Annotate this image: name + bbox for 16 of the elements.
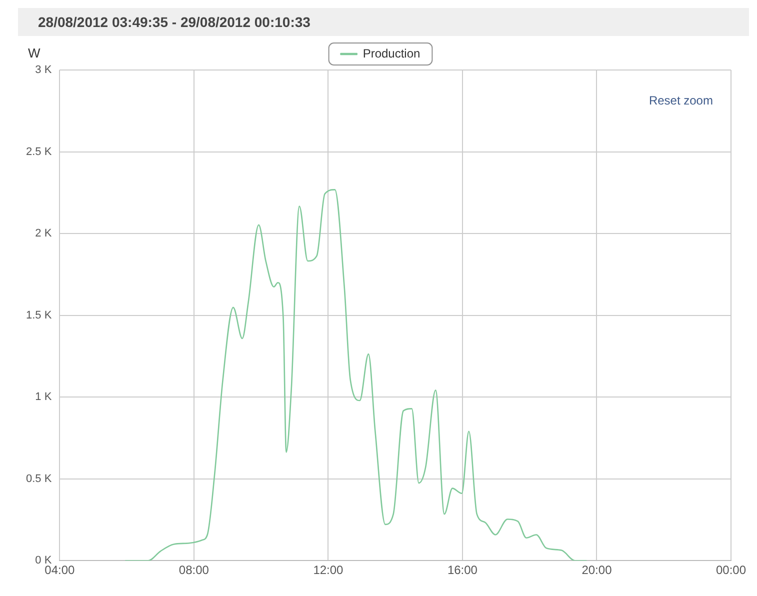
x-tick-label: 20:00 <box>582 563 612 578</box>
y-tick-label: 1 K <box>35 391 52 404</box>
x-tick-label: 08:00 <box>178 563 210 578</box>
x-tick-label: 16:00 <box>447 563 478 578</box>
line-series <box>124 189 588 561</box>
x-tick-label: 00:00 <box>716 563 746 578</box>
y-tick-label: 2.5 K <box>26 146 52 158</box>
x-tick-label: 12:00 <box>313 563 344 578</box>
y-tick-label: 1.5 K <box>26 309 52 322</box>
y-tick-label: 3 K <box>35 64 52 76</box>
chart-title: 28/08/2012 03:49:35 - 29/08/2012 00:10:33 <box>18 8 749 36</box>
legend-label: Production <box>362 46 420 60</box>
y-tick-label: 2 K <box>35 228 52 240</box>
y-tick-label: 0.5 K <box>26 472 52 485</box>
annotation: Reset zoom <box>648 93 713 108</box>
y-axis-title: W <box>28 46 41 61</box>
